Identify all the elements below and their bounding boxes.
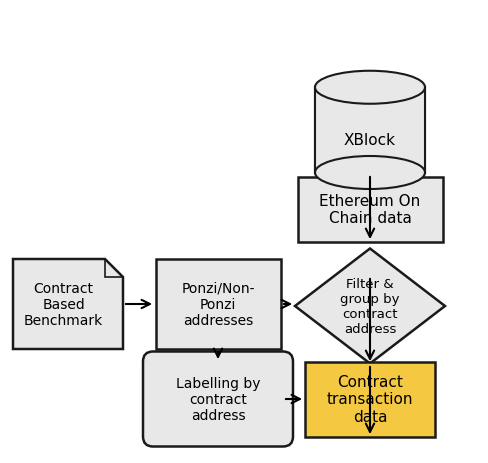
Ellipse shape [315,156,425,189]
Bar [156,259,281,349]
Polygon shape [295,249,445,364]
Bar [316,89,424,173]
Text: Contract
transaction
data: Contract transaction data [327,374,413,424]
Text: Ponzi/Non-
Ponzi
addresses: Ponzi/Non- Ponzi addresses [181,281,255,327]
Bar [298,177,443,242]
Text: XBlock: XBlock [344,133,396,148]
Text: Filter &
group by
contract
address: Filter & group by contract address [340,277,400,335]
Text: Labelling by
contract
address: Labelling by contract address [176,376,260,422]
FancyBboxPatch shape [143,352,293,446]
Text: Ethereum On
Chain data: Ethereum On Chain data [319,194,421,225]
PathPatch shape [13,259,123,349]
Text: Contract
Based
Benchmark: Contract Based Benchmark [24,281,103,327]
Bar [305,362,435,437]
Ellipse shape [315,72,425,105]
Bar [315,88,425,173]
